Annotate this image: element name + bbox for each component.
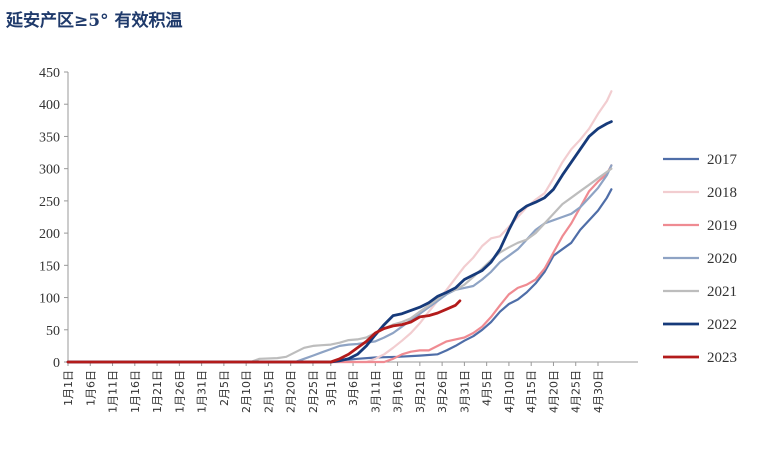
- series-line-2020: [66, 164, 613, 364]
- y-tick-label: 100: [39, 292, 60, 307]
- x-tick-label: 3月26日: [436, 370, 449, 413]
- x-tick-label: 3月11日: [369, 370, 382, 413]
- x-tick-label: 2月15日: [262, 370, 275, 413]
- x-tick-label: 4月15日: [525, 370, 538, 413]
- x-tick-label: 4月10日: [503, 370, 516, 413]
- x-tick-label: 3月1日: [325, 370, 338, 406]
- x-tick-label: 3月31日: [458, 370, 471, 413]
- legend-label-2020: 2020: [707, 251, 737, 267]
- x-tick-label: 3月16日: [392, 370, 405, 413]
- y-tick-label: 250: [39, 195, 60, 210]
- y-tick-label: 150: [39, 259, 60, 274]
- x-tick-label: 4月20日: [547, 370, 560, 413]
- y-tick-label: 450: [39, 66, 60, 81]
- x-tick-label: 1月1日: [62, 370, 75, 406]
- x-tick-label: 2月25日: [307, 370, 320, 413]
- y-tick-label: 350: [39, 130, 60, 145]
- x-tick-label: 2月10日: [240, 370, 253, 413]
- x-tick-label: 3月21日: [414, 370, 427, 413]
- y-tick-label: 400: [39, 98, 60, 113]
- chart-title: 延安产区≥5° 有效积温: [5, 10, 183, 31]
- x-tick-label: 3月6日: [347, 370, 360, 406]
- legend: 2017 2018 2019 2020 2021 2022 2023: [663, 152, 738, 366]
- legend-label-2018: 2018: [707, 185, 737, 201]
- x-tick-label: 1月16日: [129, 370, 142, 413]
- x-tick-label: 1月11日: [107, 370, 120, 413]
- x-tick-label: 1月31日: [196, 370, 209, 413]
- legend-label-2017: 2017: [707, 152, 738, 168]
- x-tick-label: 2月5日: [218, 370, 231, 406]
- legend-label-2022: 2022: [707, 317, 737, 333]
- plot-area: 0 50 100 150 200 250 300 350 400 450 1月1日 1月6日 1月11日…: [39, 66, 638, 413]
- series-line-2021: [66, 167, 613, 364]
- x-tick-label: 4月25日: [570, 370, 583, 413]
- series-line-2018: [66, 90, 613, 364]
- x-tick-label: 4月30日: [592, 370, 605, 413]
- legend-label-2023: 2023: [707, 350, 737, 366]
- y-tick-label: 50: [46, 324, 60, 339]
- x-tick-label: 2月20日: [285, 370, 298, 413]
- series-line-2017: [66, 188, 613, 364]
- y-tick-label: 0: [53, 356, 60, 371]
- series-line-2019: [66, 164, 613, 364]
- x-tick-label: 1月21日: [151, 370, 164, 413]
- y-tick-label: 300: [39, 163, 60, 178]
- x-tick-label: 4月5日: [481, 370, 494, 406]
- series-line-2023: [66, 299, 462, 364]
- x-tick-label: 1月26日: [173, 370, 186, 413]
- legend-label-2019: 2019: [707, 218, 737, 234]
- legend-label-2021: 2021: [707, 284, 737, 300]
- x-tick-label: 1月6日: [84, 370, 97, 406]
- y-tick-label: 200: [39, 227, 60, 242]
- series-line-2022: [66, 120, 613, 364]
